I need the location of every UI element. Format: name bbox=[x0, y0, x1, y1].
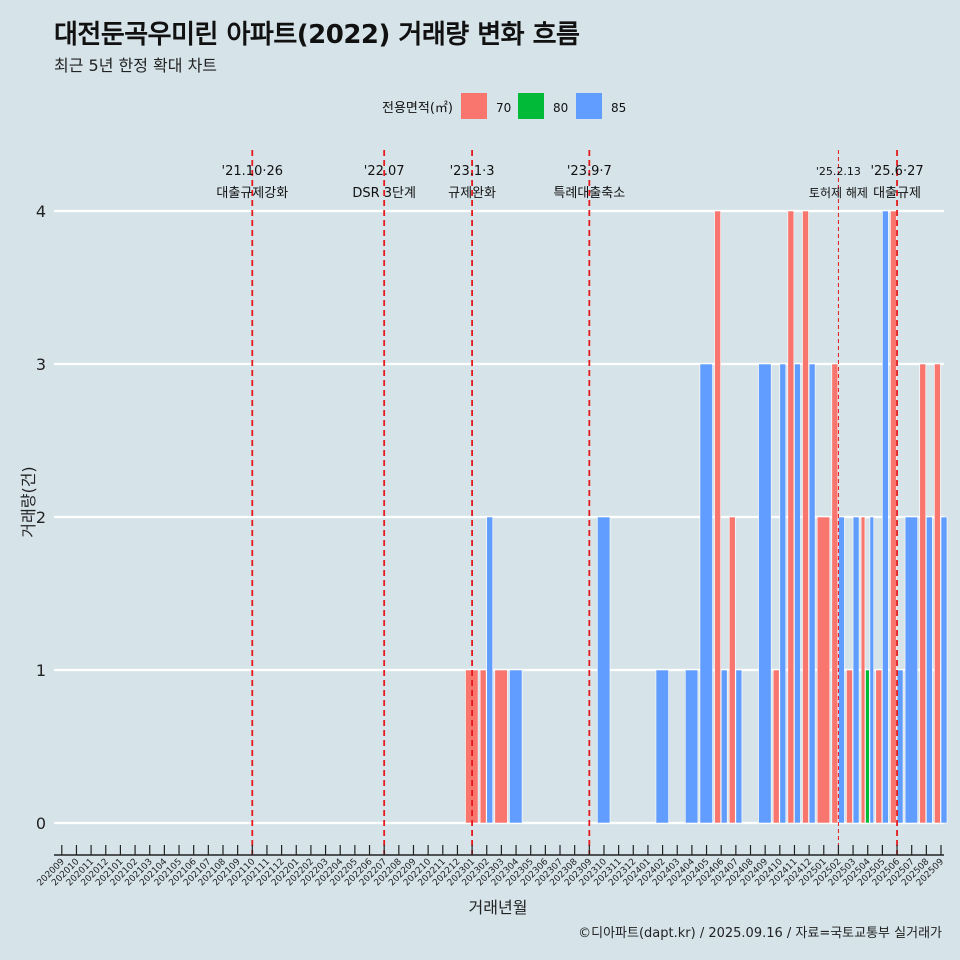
bar-70-202504 bbox=[860, 516, 866, 824]
bar-85-202503 bbox=[852, 516, 860, 824]
bar-85-202409 bbox=[758, 363, 772, 824]
bar-85-202505 bbox=[882, 210, 889, 824]
event-name-label: 대출규제강화 bbox=[216, 186, 288, 201]
bar-85-202302 bbox=[486, 516, 494, 824]
legend-label-85: 85 bbox=[611, 101, 626, 115]
bar-70-202302 bbox=[479, 669, 487, 824]
bar-85-202402 bbox=[655, 669, 669, 824]
chart-subtitle: 최근 5년 한정 확대 차트 bbox=[54, 56, 218, 75]
y-axis-title: 거래량(건) bbox=[19, 466, 38, 537]
bar-70-202508 bbox=[919, 363, 927, 824]
bar-85-202504 bbox=[869, 516, 875, 824]
event-date-label: '25.2.13 bbox=[816, 165, 861, 178]
bar-70-202410 bbox=[772, 669, 780, 824]
bar-85-202502 bbox=[838, 516, 845, 824]
bar-70-202407 bbox=[728, 516, 736, 824]
bar-85-202506 bbox=[896, 669, 904, 824]
bar-85-202412 bbox=[808, 363, 816, 824]
event-date-label: '22.07 bbox=[364, 164, 405, 179]
legend-swatch-80 bbox=[518, 93, 544, 119]
bar-85-202410 bbox=[779, 363, 787, 824]
event-lines: '21.10·26 대출규제강화 '22.07 DSR 3단계 '23.1·3 규제완화 '… bbox=[216, 150, 924, 855]
y-tick-label: 2 bbox=[36, 508, 46, 527]
y-tick-label: 4 bbox=[36, 202, 46, 221]
event-name-label: 토허제 해제 bbox=[809, 186, 868, 200]
bar-70-202509 bbox=[934, 363, 941, 824]
event-date-label: '21.10·26 bbox=[222, 164, 283, 179]
bar-70-202406 bbox=[714, 210, 721, 824]
event-date-label: '23.9·7 bbox=[567, 164, 612, 179]
bars bbox=[465, 210, 948, 824]
legend: 전용면적(㎡) 70 80 85 bbox=[382, 93, 626, 119]
bar-85-202507 bbox=[904, 516, 918, 824]
bar-85-202310 bbox=[597, 516, 611, 824]
bar-80-202504 bbox=[865, 669, 870, 824]
event-name-label: 대출규제 bbox=[873, 186, 921, 201]
legend-label-70: 70 bbox=[496, 101, 511, 115]
event-date-label: '23.1·3 bbox=[450, 164, 495, 179]
bar-70-202501 bbox=[816, 516, 831, 824]
y-tick-label: 1 bbox=[36, 661, 46, 680]
legend-label-80: 80 bbox=[553, 101, 568, 115]
event-name-label: 특례대출축소 bbox=[553, 186, 625, 201]
bar-70-202506 bbox=[890, 210, 897, 824]
x-axis-title: 거래년월 bbox=[469, 898, 528, 917]
bar-85-202304 bbox=[509, 669, 523, 824]
legend-swatch-70 bbox=[461, 93, 487, 119]
bar-85-202407 bbox=[735, 669, 743, 824]
bar-85-202508 bbox=[926, 516, 933, 824]
bar-70-202503 bbox=[846, 669, 853, 824]
legend-title: 전용면적(㎡) bbox=[382, 101, 453, 116]
event-name-label: 규제완화 bbox=[448, 186, 496, 201]
y-tick-label: 0 bbox=[36, 814, 46, 833]
y-tick-label: 3 bbox=[36, 355, 46, 374]
bar-70-202502 bbox=[831, 363, 839, 824]
bar-70-202303 bbox=[494, 669, 508, 824]
bar-85-202406 bbox=[720, 669, 728, 824]
bar-70-202411 bbox=[787, 210, 795, 824]
bar-85-202509 bbox=[940, 516, 948, 824]
chart-title: 대전둔곡우미린 아파트(2022) 거래량 변화 흐름 bbox=[54, 20, 580, 50]
event-name-label: DSR 3단계 bbox=[352, 186, 416, 201]
event-date-label: '25.6·27 bbox=[870, 164, 923, 179]
bar-85-202411 bbox=[794, 363, 801, 824]
bar-70-202412 bbox=[802, 210, 809, 824]
bar-85-202405 bbox=[699, 363, 713, 824]
bar-70-202505 bbox=[875, 669, 883, 824]
legend-swatch-85 bbox=[576, 93, 602, 119]
source-caption: ©디아파트(dapt.kr) / 2025.09.16 / 자료=국토교통부 실… bbox=[578, 926, 942, 941]
bar-85-202404 bbox=[684, 669, 699, 824]
